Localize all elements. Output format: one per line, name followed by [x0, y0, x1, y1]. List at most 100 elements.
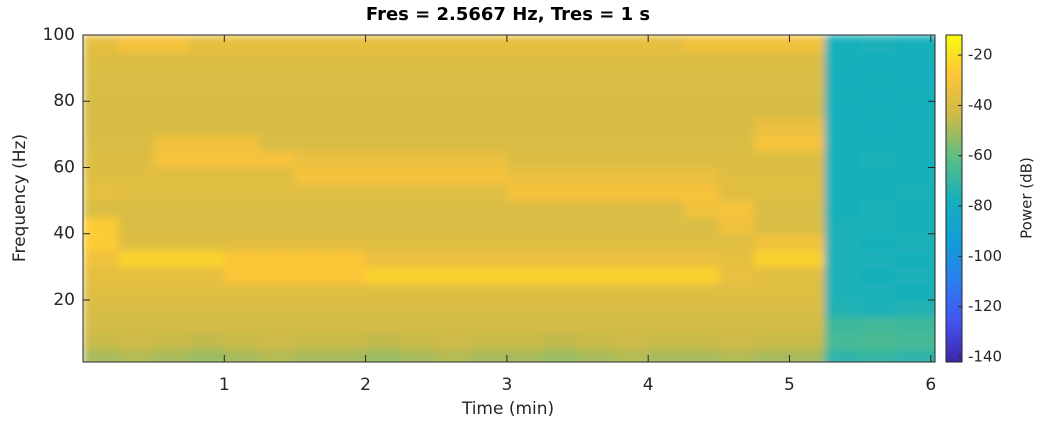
heatmap-cell: [506, 266, 543, 284]
heatmap-cell: [471, 333, 508, 351]
heatmap-cell: [542, 68, 579, 86]
heatmap-cell: [400, 266, 437, 284]
heatmap-cell: [224, 167, 261, 185]
heatmap-cell: [860, 233, 896, 251]
heatmap-cell: [83, 35, 119, 53]
heatmap-cell: [718, 266, 755, 284]
heatmap-cell: [683, 217, 720, 235]
heatmap-cell: [648, 316, 684, 334]
heatmap-cell: [577, 233, 614, 251]
heatmap-cell: [824, 184, 861, 202]
heatmap-cell: [118, 316, 155, 334]
heatmap-cell: [294, 184, 331, 202]
heatmap-cell: [188, 283, 225, 301]
heatmap-cell: [259, 333, 296, 351]
heatmap-cell: [259, 68, 296, 86]
heatmap-cell: [400, 250, 437, 268]
heatmap-cell: [577, 316, 614, 334]
heatmap-cell: [930, 134, 935, 152]
x-tick-label: 3: [501, 375, 512, 395]
heatmap-cell: [718, 150, 755, 168]
heatmap-cell: [612, 134, 649, 152]
colorbar: [945, 34, 963, 363]
heatmap-cell: [718, 200, 755, 218]
heatmap-cell: [754, 349, 790, 362]
heatmap-cell: [930, 150, 935, 168]
heatmap-cell: [612, 333, 649, 351]
heatmap-cell: [436, 184, 473, 202]
heatmap-cell: [188, 333, 225, 351]
heatmap-cell: [542, 233, 579, 251]
heatmap-cell: [330, 217, 367, 235]
heatmap-cell: [224, 233, 261, 251]
heatmap-cell: [860, 184, 896, 202]
heatmap-cell: [294, 101, 331, 119]
heatmap-cell: [506, 333, 543, 351]
heatmap-cell: [789, 51, 826, 69]
heatmap-cell: [577, 134, 614, 152]
heatmap-cell: [754, 184, 790, 202]
heatmap-cell: [930, 349, 935, 362]
heatmap-cell: [754, 150, 790, 168]
heatmap-cell: [259, 134, 296, 152]
heatmap-cell: [400, 184, 437, 202]
heatmap-cell: [789, 266, 826, 284]
heatmap-cell: [648, 266, 684, 284]
heatmap-cell: [648, 35, 684, 53]
heatmap-cell: [224, 266, 261, 284]
heatmap-cell: [683, 84, 720, 102]
heatmap-cell: [365, 134, 402, 152]
heatmap-cell: [754, 84, 790, 102]
heatmap-cell: [330, 35, 367, 53]
heatmap-cell: [118, 299, 155, 318]
heatmap-cell: [612, 101, 649, 119]
heatmap-cell: [400, 134, 437, 152]
colorbar-tick-label: -20: [968, 46, 993, 64]
heatmap-cell: [330, 101, 367, 119]
heatmap-cell: [542, 349, 579, 362]
heatmap-cell: [506, 283, 543, 301]
heatmap-cell: [400, 333, 437, 351]
heatmap-cell: [330, 51, 367, 69]
heatmap-cell: [153, 184, 190, 202]
heatmap-cell: [683, 134, 720, 152]
heatmap-cell: [895, 35, 932, 53]
heatmap-cell: [471, 84, 508, 102]
heatmap-cell: [224, 150, 261, 168]
heatmap-cell: [118, 333, 155, 351]
heatmap-cell: [365, 150, 402, 168]
heatmap-cell: [436, 283, 473, 301]
heatmap-cell: [754, 316, 790, 334]
heatmap-cell: [294, 200, 331, 218]
y-tick-label: 60: [53, 157, 75, 177]
heatmap-cell: [577, 333, 614, 351]
heatmap-cell: [648, 184, 684, 202]
heatmap-cell: [718, 51, 755, 69]
heatmap-cell: [542, 101, 579, 119]
heatmap-cell: [153, 200, 190, 218]
heatmap-cell: [294, 333, 331, 351]
y-tick-label: 80: [53, 91, 75, 111]
heatmap-cell: [224, 68, 261, 86]
heatmap-cell: [718, 68, 755, 86]
heatmap-cell: [294, 283, 331, 301]
heatmap-cell: [612, 233, 649, 251]
heatmap-cell: [118, 250, 155, 268]
heatmap-cell: [824, 233, 861, 251]
heatmap-cell: [930, 333, 935, 351]
heatmap-cell: [471, 35, 508, 53]
heatmap-cell: [860, 134, 896, 152]
heatmap-cell: [83, 68, 119, 86]
heatmap-cell: [648, 233, 684, 251]
heatmap-cell: [400, 35, 437, 53]
heatmap-cell: [577, 101, 614, 119]
heatmap-cell: [648, 51, 684, 69]
heatmap-cell: [188, 299, 225, 318]
heatmap-cell: [718, 117, 755, 135]
heatmap-cell: [577, 184, 614, 202]
heatmap-cell: [330, 266, 367, 284]
heatmap-cell: [259, 35, 296, 53]
heatmap-cell: [648, 250, 684, 268]
plot-area: [83, 35, 935, 362]
heatmap-cell: [400, 117, 437, 135]
